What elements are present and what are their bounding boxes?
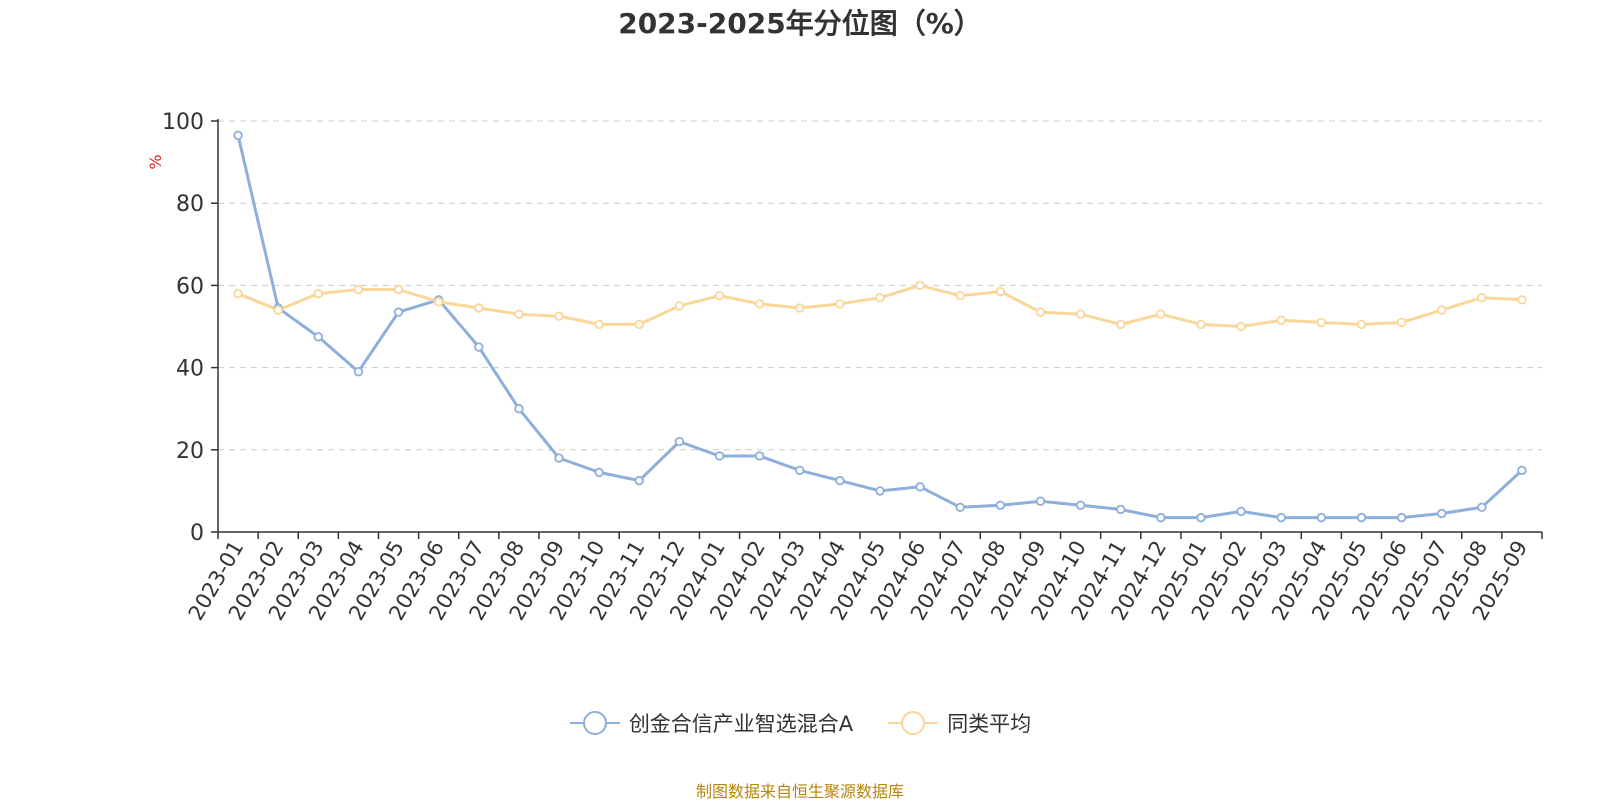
data-point-fund <box>1035 496 1046 506</box>
data-point-peer-average <box>995 286 1006 297</box>
data-point-peer-average <box>795 303 805 313</box>
legend-fund-label: 创金合信产业智选混合A <box>628 712 854 736</box>
chart-title: 2023-2025年分位图（%） <box>618 7 982 40</box>
legend-item-fund[interactable]: 创金合信产业智选混合A <box>569 708 853 738</box>
data-point-peer-average <box>1396 317 1407 328</box>
data-point-fund <box>233 130 243 141</box>
data-point-peer-average <box>233 288 243 299</box>
data-point-peer-average <box>1035 307 1046 317</box>
data-point-fund <box>1436 508 1447 519</box>
data-point-fund <box>393 307 404 317</box>
legend-fund-marker-icon <box>569 711 620 735</box>
data-point-fund <box>634 475 644 486</box>
data-point-fund <box>835 475 845 486</box>
data-point-peer-average <box>1236 321 1246 332</box>
data-point-peer-average <box>273 305 283 315</box>
data-point-peer-average <box>353 284 364 295</box>
data-point-fund <box>1356 512 1367 523</box>
data-point-peer-average <box>674 301 685 311</box>
data-point-peer-average <box>714 290 725 301</box>
data-point-fund <box>1156 512 1166 523</box>
data-point-fund <box>353 367 364 377</box>
legend-peer-marker-icon <box>888 711 939 735</box>
data-point-peer-average <box>1196 319 1206 330</box>
data-point-fund <box>1477 502 1487 513</box>
y-axis-label: % <box>146 154 165 169</box>
data-point-fund <box>1075 500 1086 510</box>
data-point-fund <box>474 342 484 352</box>
data-point-fund <box>1116 504 1126 515</box>
data-point-peer-average <box>514 309 524 319</box>
data-point-peer-average <box>1075 309 1086 319</box>
data-point-peer-average <box>1356 319 1367 330</box>
data-point-fund <box>995 500 1006 510</box>
data-point-fund <box>875 486 885 496</box>
data-point-fund <box>1196 512 1206 523</box>
series-layer <box>233 130 1527 523</box>
data-point-fund <box>313 332 324 342</box>
data-point-peer-average <box>1316 317 1327 328</box>
y-tick-label: 100 <box>162 110 204 135</box>
data-point-peer-average <box>955 290 965 301</box>
series-line-fund <box>236 135 1523 520</box>
data-point-peer-average <box>433 297 444 307</box>
data-point-peer-average <box>393 284 404 295</box>
y-tick-label: 80 <box>176 192 204 217</box>
data-point-fund <box>955 502 965 513</box>
y-tick-label: 0 <box>190 521 204 546</box>
data-point-fund <box>554 453 564 463</box>
data-point-peer-average <box>634 319 644 330</box>
y-tick-label: 20 <box>176 439 204 464</box>
data-point-fund <box>714 451 725 461</box>
data-point-peer-average <box>1276 315 1286 326</box>
data-point-fund <box>915 482 925 492</box>
data-point-fund <box>1276 512 1286 523</box>
grid-layer <box>218 120 1542 451</box>
y-tick-label: 60 <box>176 274 204 299</box>
data-point-peer-average <box>554 311 564 321</box>
data-point-fund <box>674 436 685 447</box>
data-point-fund <box>514 404 524 414</box>
series-line-peer-average <box>237 283 1522 328</box>
data-point-fund <box>1517 465 1527 476</box>
data-point-peer-average <box>754 299 765 309</box>
data-point-peer-average <box>1436 305 1447 315</box>
data-point-peer-average <box>1517 295 1527 305</box>
data-point-peer-average <box>594 319 604 330</box>
legend: 创金合信产业智选混合A 同类平均 <box>0 705 1600 741</box>
data-point-fund <box>795 465 805 476</box>
data-point-peer-average <box>835 299 845 309</box>
data-point-fund <box>594 467 604 478</box>
legend-peer-label: 同类平均 <box>947 712 1032 736</box>
data-point-fund <box>1316 512 1327 523</box>
legend-item-peer-average[interactable]: 同类平均 <box>887 708 1031 738</box>
y-tick-label: 40 <box>176 357 204 382</box>
data-point-peer-average <box>1477 293 1487 303</box>
data-source-note: 制图数据来自恒生聚源数据库 <box>695 782 904 801</box>
data-point-peer-average <box>1156 309 1166 319</box>
data-point-peer-average <box>915 280 925 291</box>
data-point-fund <box>1236 506 1246 517</box>
data-point-fund <box>754 451 765 461</box>
data-point-peer-average <box>474 303 484 313</box>
data-point-fund <box>1396 512 1407 523</box>
data-point-peer-average <box>1116 319 1126 330</box>
data-point-peer-average <box>875 293 885 303</box>
data-point-peer-average <box>313 288 324 299</box>
